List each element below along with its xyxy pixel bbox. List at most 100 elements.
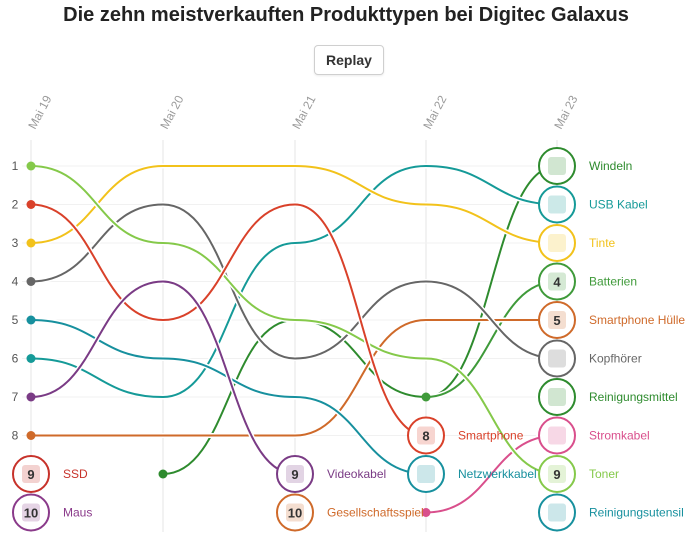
product-icon	[548, 157, 566, 175]
series-line-smartphone-hülle	[30, 318, 558, 437]
series-end-marker: 5 Smartphone Hülle	[538, 301, 685, 339]
series-line-usb-kabel	[30, 164, 558, 399]
rank-badge: 5	[553, 313, 560, 328]
series-label: Windeln	[589, 159, 632, 173]
y-tick-label: 3	[12, 236, 19, 250]
series-start-point	[26, 238, 36, 248]
rank-badge: 10	[288, 506, 302, 521]
rank-badge: 8	[422, 429, 429, 444]
product-icon	[548, 272, 566, 291]
rank-badge: 9	[291, 467, 298, 482]
x-tick-label: Mai 22	[420, 93, 449, 132]
series-label: Videokabel	[327, 467, 386, 481]
product-icon	[286, 465, 304, 483]
series-line-windeln	[162, 165, 558, 475]
series-end-marker: 4 Batterien	[538, 262, 637, 301]
series-end-marker: Tinte	[538, 224, 616, 262]
product-icon-frame	[538, 262, 576, 301]
product-icon	[548, 311, 566, 329]
product-icon-frame	[276, 455, 314, 493]
series-start-point	[26, 354, 36, 363]
series-end-marker: Stromkabel	[538, 416, 650, 455]
series-end-marker: Reinigungsmittel	[538, 378, 678, 416]
product-icon	[286, 503, 304, 522]
x-axis: Mai 19 Mai 20 Mai 21 Mai 22 Mai 23	[25, 93, 580, 132]
y-tick-label: 5	[12, 313, 19, 327]
series-end-marker: 9 SSD	[12, 455, 88, 493]
product-icon	[548, 195, 566, 214]
product-icon-frame	[538, 455, 576, 493]
series-start-point	[26, 161, 36, 171]
series-line-stromkabel	[425, 434, 558, 514]
series-label: Gesellschaftsspiel	[327, 506, 424, 520]
product-icon	[417, 465, 435, 483]
y-tick-label: 7	[12, 390, 19, 404]
product-icon	[548, 234, 566, 252]
series-end-marker: 9 Videokabel	[276, 455, 386, 493]
series-line-batterien	[425, 280, 558, 398]
series-label: Reinigungsmittel	[589, 390, 678, 404]
y-tick-label: 2	[12, 198, 19, 212]
product-icon-frame	[12, 455, 50, 493]
series-end-marker: 10 Maus	[12, 493, 92, 532]
y-tick-label: 8	[12, 429, 19, 443]
chart-title: Die zehn meistverkauften Produkttypen be…	[63, 4, 629, 26]
series-start-point	[158, 469, 168, 479]
series-label: SSD	[63, 467, 88, 481]
series-label: Smartphone	[458, 429, 524, 443]
x-tick-label: Mai 19	[25, 93, 54, 132]
x-tick-label: Mai 20	[157, 93, 186, 132]
product-icon-frame	[538, 416, 576, 455]
series-start-point	[26, 315, 36, 325]
series-line-toner	[30, 165, 558, 475]
product-icon	[548, 426, 566, 445]
product-icon	[548, 349, 566, 368]
product-icon-frame	[538, 224, 576, 262]
series-end-marker: 8 Smartphone	[407, 416, 524, 455]
product-icon	[22, 465, 40, 483]
series-start-point	[421, 508, 431, 517]
series-start-point	[26, 431, 36, 440]
product-icon-frame	[276, 493, 314, 532]
series-line-tinte	[30, 164, 558, 244]
series-label: Reinigungsutensil	[589, 506, 684, 520]
product-icon-frame	[538, 301, 576, 339]
series-start-point	[26, 277, 36, 286]
rank-badge: 9	[27, 467, 34, 482]
series-end-marker: Kopfhörer	[538, 339, 642, 378]
y-tick-label: 1	[12, 159, 19, 173]
product-icon	[417, 426, 435, 445]
series-label: Toner	[589, 467, 619, 481]
rank-badge: 10	[24, 506, 38, 521]
product-icon	[548, 503, 566, 522]
series-label: Maus	[63, 506, 92, 520]
series-line-halo	[28, 317, 560, 439]
product-icon-frame	[538, 147, 576, 185]
series-end-marker: 9 Toner	[538, 455, 619, 493]
product-icon-frame	[407, 416, 445, 455]
series-start-point	[26, 392, 36, 402]
series-label: Batterien	[589, 275, 637, 289]
product-icon-frame	[538, 339, 576, 378]
series-label: USB Kabel	[589, 198, 648, 212]
product-icon-frame	[12, 493, 50, 532]
replay-button[interactable]: Replay	[314, 45, 384, 75]
series-end-marker: USB Kabel	[538, 185, 648, 224]
product-icon-frame	[538, 185, 576, 224]
rank-badge: 9	[553, 467, 560, 482]
product-icon-frame	[538, 378, 576, 416]
x-tick-label: Mai 21	[289, 93, 318, 132]
series-label: Stromkabel	[589, 429, 650, 443]
series-label: Tinte	[589, 236, 616, 250]
product-icon	[22, 503, 40, 522]
series-line-kopfhörer	[30, 203, 558, 360]
series-line-videokabel	[30, 280, 296, 475]
series-end-markers: Windeln USB Kabel Tinte 4 Batterien 5 Smartpho…	[12, 147, 685, 532]
series-end-marker: 10 Gesellschaftsspiel	[276, 493, 424, 532]
product-icon	[548, 388, 566, 406]
y-tick-label: 4	[12, 275, 19, 289]
product-icon	[548, 465, 566, 483]
series-start-point	[26, 200, 36, 209]
series-lines	[28, 163, 560, 515]
